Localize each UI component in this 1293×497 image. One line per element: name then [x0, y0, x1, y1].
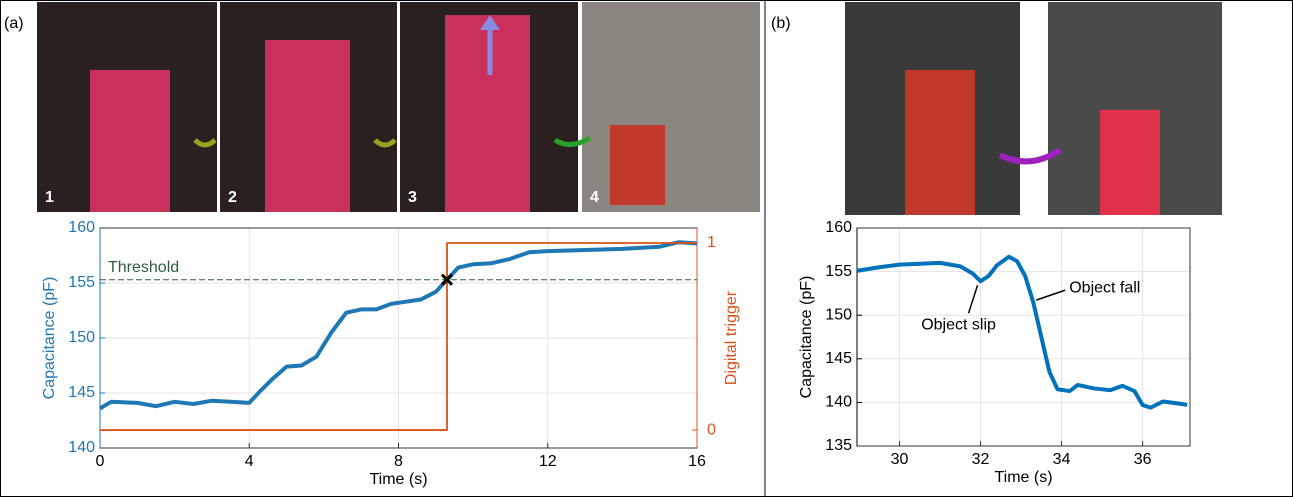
- photo: [582, 2, 760, 212]
- arrow: [373, 138, 397, 148]
- x-tick-label: 36: [1134, 451, 1152, 468]
- x-axis-label: Time (s): [369, 471, 427, 488]
- y-tick-label: 155: [825, 263, 852, 280]
- x-tick-label: 0: [96, 453, 105, 470]
- arrow: [998, 147, 1062, 165]
- y-axis-label: Capacitance (pF): [41, 277, 58, 400]
- photo-label: 1: [45, 189, 54, 206]
- y2-tick-label: 1: [707, 234, 716, 251]
- x-tick-label: 34: [1053, 451, 1071, 468]
- annotation-label: Object fall: [1069, 279, 1140, 296]
- x-tick-label: 32: [972, 451, 990, 468]
- photo-label: 2: [228, 189, 237, 206]
- series-line: [98, 240, 698, 411]
- photo-label: 3: [408, 189, 417, 206]
- photo-label: 4: [590, 189, 599, 206]
- plot-frame: [856, 227, 1191, 447]
- x-tick-label: 12: [539, 453, 557, 470]
- annotation-arrow: [967, 284, 979, 314]
- photo-box: [90, 70, 170, 212]
- y2-axis-label: Digital trigger: [723, 290, 740, 385]
- y2-tick-label: 0: [707, 421, 716, 438]
- photo-box: [1100, 110, 1160, 215]
- panel-label: (b): [771, 15, 791, 32]
- y-tick-label: 155: [68, 274, 95, 291]
- photo-box: [265, 40, 350, 212]
- panel-label: (a): [4, 15, 24, 32]
- y-tick-label: 145: [825, 350, 852, 367]
- x-tick-label: 8: [394, 453, 403, 470]
- y-tick-label: 150: [68, 329, 95, 346]
- photos: [37, 2, 1222, 215]
- x-tick-label: 30: [891, 451, 909, 468]
- y-tick-label: 160: [825, 219, 852, 236]
- x-tick-label: 4: [245, 453, 254, 470]
- y-tick-label: 140: [825, 394, 852, 411]
- series-line: [100, 242, 697, 431]
- y-tick-label: 145: [68, 384, 95, 401]
- y-axis-label: Capacitance (pF): [798, 276, 815, 399]
- y-tick-label: 140: [68, 439, 95, 456]
- cross-marker: [440, 273, 454, 286]
- arrow: [553, 135, 592, 147]
- y-tick-label: 150: [825, 306, 852, 323]
- x-tick-label: 16: [688, 453, 706, 470]
- photo-box: [610, 125, 665, 205]
- up-arrow-head: [480, 15, 500, 30]
- series-line: [856, 254, 1188, 410]
- annotation-arrow: [1035, 289, 1066, 301]
- arrow: [193, 138, 217, 148]
- threshold-label: Threshold: [108, 259, 179, 276]
- annotation-label: Object slip: [921, 316, 996, 333]
- photo-box: [905, 70, 975, 215]
- y-tick-label: 160: [68, 219, 95, 236]
- x-axis-label: Time (s): [994, 469, 1052, 486]
- y-tick-label: 135: [825, 437, 852, 454]
